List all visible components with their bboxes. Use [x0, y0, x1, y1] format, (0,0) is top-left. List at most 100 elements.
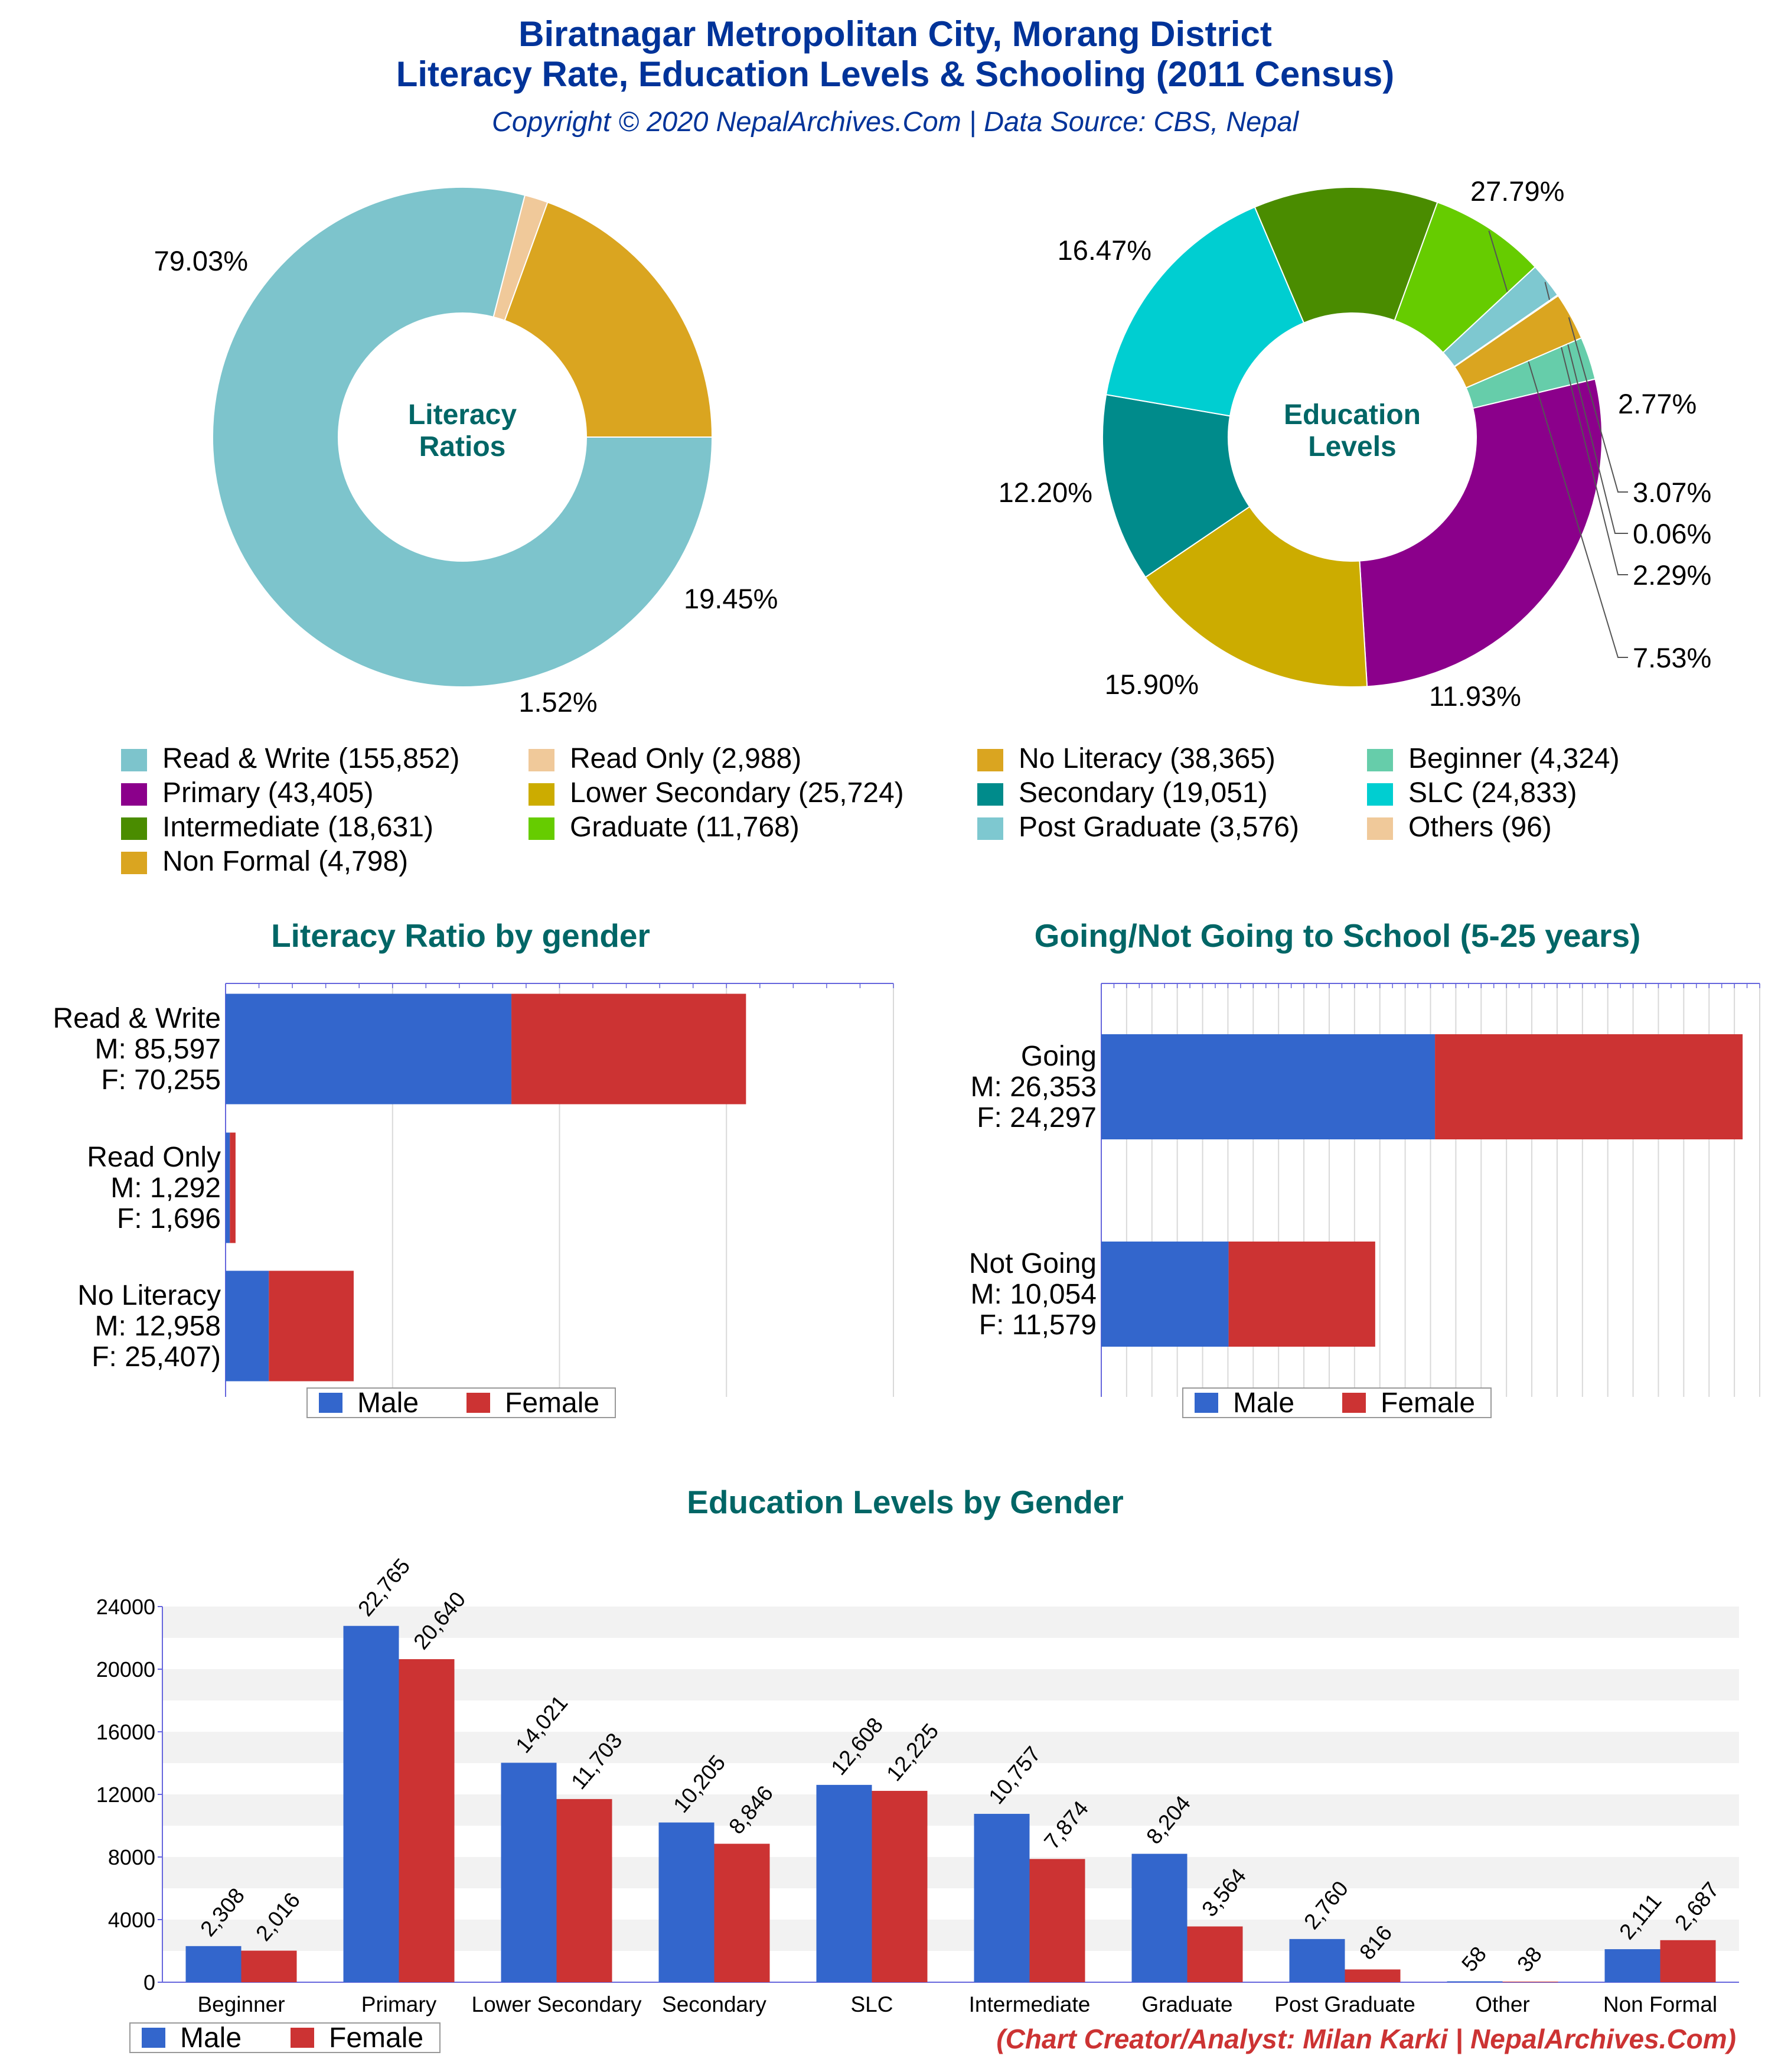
y-tick-label: 0: [143, 1970, 155, 1995]
main-title-line1: Biratnagar Metropolitan City, Morang Dis…: [518, 14, 1272, 54]
category-label: Going: [1021, 1041, 1097, 1072]
slice-percent-label: 1.52%: [518, 686, 597, 718]
bar-male: [501, 1762, 557, 1982]
slice-percent-label: 15.90%: [1105, 669, 1199, 700]
legend-swatch: [529, 817, 554, 840]
donut-slice: [1144, 506, 1368, 688]
legend-swatch: [121, 749, 147, 771]
legend-item-label: Graduate (11,768): [570, 812, 800, 843]
legend-item-label: Others (96): [1408, 812, 1552, 843]
literacy-gender-chart-title: Literacy Ratio by gender: [271, 917, 650, 954]
bar-segment-male: [226, 1132, 230, 1243]
main-title-line2: Literacy Rate, Education Levels & School…: [396, 54, 1395, 94]
bar-segment-male: [1101, 1242, 1229, 1347]
legend-item-label: Secondary (19,051): [1019, 777, 1268, 809]
legend-swatch: [291, 2028, 314, 2048]
donut-center-label: Ratios: [419, 431, 506, 462]
bar-female: [714, 1843, 770, 1982]
category-label: Read & Write: [53, 1003, 221, 1034]
y-tick-label: 20000: [96, 1657, 155, 1682]
donut-slice: [1359, 378, 1603, 688]
slice-percent-label: 12.20%: [999, 477, 1092, 508]
donut-center-label: Levels: [1308, 431, 1396, 462]
x-category-label: Lower Secondary: [472, 1992, 642, 2016]
slice-percent-label: 79.03%: [154, 245, 248, 276]
legend-swatch: [1367, 817, 1393, 840]
donut-slice: [1105, 206, 1305, 417]
category-label: No Literacy: [77, 1280, 221, 1311]
bar-male: [1447, 1981, 1503, 1982]
legend-item-label: Read & Write (155,852): [162, 743, 459, 774]
legend-item-label: Lower Secondary (25,724): [570, 777, 904, 809]
x-category-label: Beginner: [197, 1992, 285, 2016]
legend-box: [306, 1387, 616, 1418]
legend-swatch: [121, 852, 147, 874]
education-levels-donut: 2.77% 27.79% 16.47% 12.20% 15.90% 11.93% 7.53%…: [999, 175, 1712, 712]
donut-slice: [212, 187, 713, 688]
legend-swatch: [529, 783, 554, 806]
bar-female: [399, 1659, 455, 1982]
grid-band: [162, 1607, 1739, 1638]
legend-item-label: Primary (43,405): [162, 777, 373, 809]
y-tick-label: 16000: [96, 1720, 155, 1744]
legend-swatch: [1342, 1393, 1366, 1413]
category-label: M: 85,597: [95, 1034, 221, 1065]
slice-percent-label: 19.45%: [684, 583, 778, 614]
color-legend: Read & Write (155,852) Read Only (2,988) N…: [121, 743, 1620, 877]
leader-line: [1488, 230, 1628, 658]
legend-swatch: [142, 2028, 165, 2048]
legend-item-label: No Literacy (38,365): [1019, 743, 1275, 774]
y-tick-label: 12000: [96, 1783, 155, 1807]
legend-label: Male: [1233, 1387, 1294, 1419]
bar-segment-female: [1228, 1242, 1375, 1347]
donut-slice: [504, 201, 713, 438]
legend-swatch: [121, 817, 147, 840]
slice-percent-label: 7.53%: [1633, 642, 1711, 673]
bar-male: [343, 1625, 399, 1982]
legend-swatch: [1367, 749, 1393, 771]
legend-label: Male: [357, 1387, 419, 1419]
bar-male: [658, 1822, 715, 1982]
category-label: M: 10,054: [971, 1279, 1097, 1310]
x-category-label: Secondary: [662, 1992, 766, 2016]
subtitle: Copyright © 2020 NepalArchives.Com | Dat…: [492, 106, 1300, 137]
bar-male: [185, 1946, 242, 1982]
bar-segment-female: [269, 1270, 354, 1382]
bar-male: [1131, 1853, 1188, 1982]
category-label: F: 1,696: [117, 1203, 221, 1234]
credit-line: (Chart Creator/Analyst: Milan Karki | Ne…: [996, 2024, 1736, 2054]
leader-line: [1544, 282, 1628, 575]
donut-slice: [1254, 187, 1438, 324]
y-tick-label: 4000: [108, 1908, 155, 1932]
bar-female: [1029, 1859, 1085, 1982]
slice-percent-label: 3.07%: [1633, 477, 1711, 508]
bar-segment-male: [226, 993, 512, 1105]
bar-segment-male: [1101, 1034, 1436, 1139]
y-tick-label: 24000: [96, 1595, 155, 1619]
category-label: F: 11,579: [979, 1309, 1097, 1341]
bar-male: [1289, 1939, 1345, 1982]
legend-swatch: [466, 1393, 490, 1413]
legend-swatch: [319, 1393, 342, 1413]
slice-percent-label: 16.47%: [1058, 234, 1151, 266]
bar-male: [816, 1784, 872, 1982]
slice-percent-label: 2.77%: [1618, 388, 1697, 419]
x-category-label: Post Graduate: [1274, 1992, 1415, 2016]
category-label: Not Going: [969, 1248, 1097, 1279]
category-label: F: 70,255: [101, 1064, 221, 1096]
x-category-label: Other: [1475, 1992, 1530, 2016]
legend-label: Female: [505, 1387, 599, 1419]
bar-female: [556, 1799, 612, 1982]
schooling-chart-title: Going/Not Going to School (5-25 years): [1035, 917, 1641, 954]
legend-item-label: Intermediate (18,631): [162, 812, 433, 843]
legend-box: [1182, 1387, 1492, 1418]
bar-segment-female: [511, 993, 746, 1105]
legend-item-label: Read Only (2,988): [570, 743, 801, 774]
legend-item-label: Post Graduate (3,576): [1019, 812, 1299, 843]
legend-swatch: [1195, 1393, 1218, 1413]
y-tick-label: 8000: [108, 1845, 155, 1869]
